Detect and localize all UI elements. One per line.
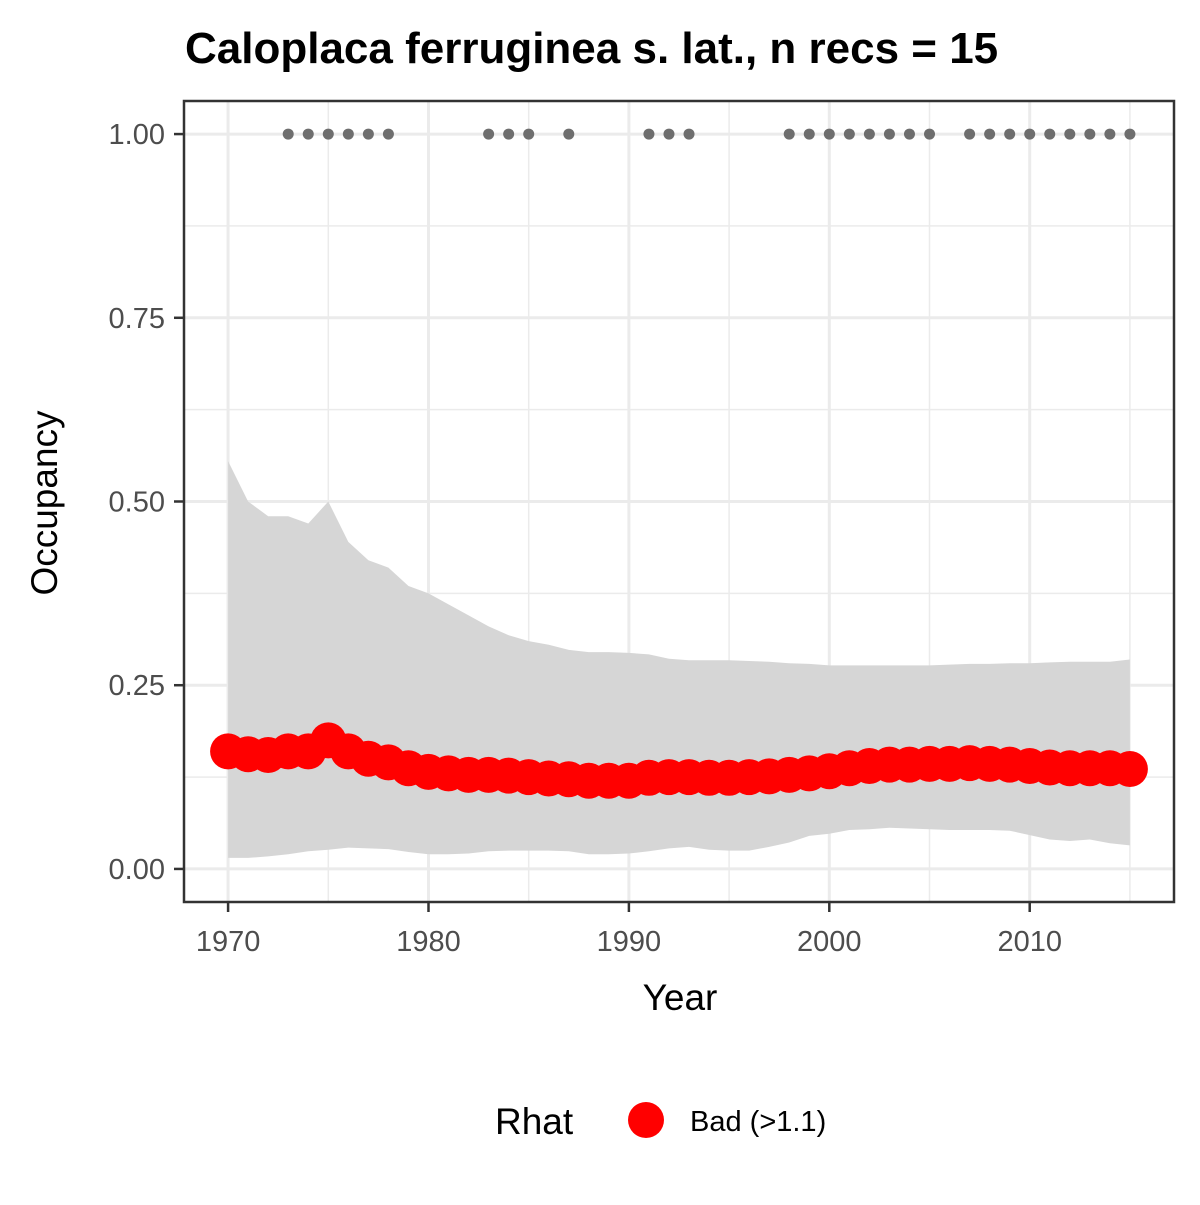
record-point	[823, 128, 835, 140]
x-tick-label: 1970	[196, 926, 261, 958]
y-tick-label: 0.50	[109, 487, 165, 519]
legend-key-bad	[628, 1102, 664, 1138]
record-point	[1084, 128, 1096, 140]
y-tick-label: 0.75	[109, 303, 165, 335]
record-point	[803, 128, 815, 140]
record-point	[683, 128, 695, 140]
record-point	[1044, 128, 1056, 140]
chart-title: Caloplaca ferruginea s. lat., n recs = 1…	[185, 24, 998, 73]
record-point	[924, 128, 936, 140]
record-point	[1124, 128, 1136, 140]
legend-title: Rhat	[495, 1101, 574, 1142]
record-point	[1024, 128, 1036, 140]
x-tick-label: 2010	[997, 926, 1062, 958]
record-point	[663, 128, 675, 140]
y-tick-label: 1.00	[109, 119, 165, 151]
record-point	[483, 128, 495, 140]
record-point	[342, 128, 354, 140]
record-point	[282, 128, 294, 140]
record-point	[382, 128, 394, 140]
record-point	[984, 128, 996, 140]
record-point	[563, 128, 575, 140]
x-axis: 1970 1980 1990 2000 2010	[196, 902, 1062, 958]
legend-label-bad: Bad (>1.1)	[690, 1106, 826, 1138]
x-axis-title: Year	[643, 977, 718, 1018]
record-point	[863, 128, 875, 140]
record-point	[643, 128, 655, 140]
x-tick-label: 2000	[797, 926, 862, 958]
legend: Rhat Bad (>1.1)	[495, 1101, 826, 1142]
occupancy-points	[210, 722, 1148, 799]
record-point	[523, 128, 535, 140]
y-tick-label: 0.00	[109, 854, 165, 886]
record-point	[362, 128, 374, 140]
record-point	[1104, 128, 1116, 140]
occupancy-point	[1111, 750, 1148, 787]
record-point	[783, 128, 795, 140]
y-tick-label: 0.25	[109, 670, 165, 702]
x-tick-label: 1980	[396, 926, 461, 958]
record-point	[322, 128, 334, 140]
record-points	[282, 128, 1136, 140]
y-axis: 0.00 0.25 0.50 0.75 1.00	[109, 119, 184, 886]
plot-panel	[182, 99, 1176, 904]
record-point	[964, 128, 976, 140]
y-axis-title: Occupancy	[24, 410, 65, 596]
x-tick-label: 1990	[597, 926, 662, 958]
record-point	[302, 128, 314, 140]
record-point	[883, 128, 895, 140]
record-point	[1064, 128, 1076, 140]
record-point	[503, 128, 515, 140]
record-point	[1004, 128, 1016, 140]
record-point	[903, 128, 915, 140]
record-point	[843, 128, 855, 140]
